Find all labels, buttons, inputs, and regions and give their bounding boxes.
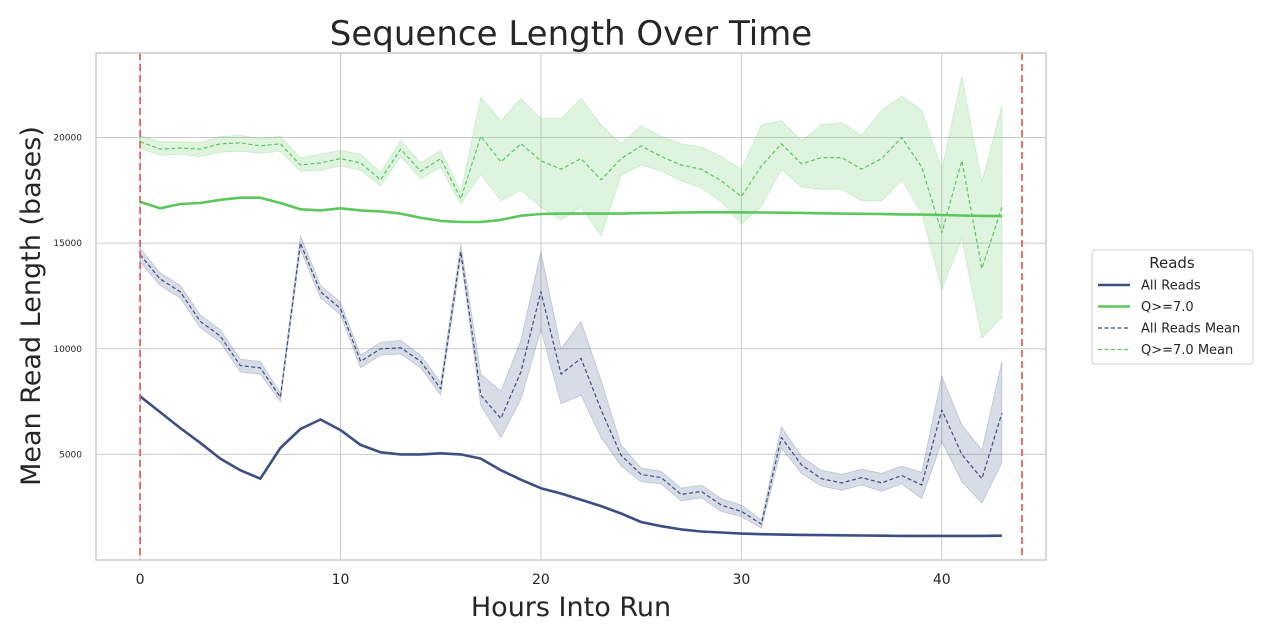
series-line-q7: [139, 196, 1002, 224]
y-tick-label: 5000: [59, 450, 82, 460]
legend-label-q7: Q>=7.0: [1141, 300, 1194, 315]
legend-box: [1091, 249, 1254, 365]
x-tick-label: 10: [332, 572, 350, 588]
plot-frame: [95, 52, 1047, 561]
confidence-band-q7_mean: [139, 76, 1003, 340]
legend-title: Reads: [1149, 254, 1195, 272]
confidence-band-all_reads_mean: [139, 234, 1003, 529]
series-line-all_reads: [139, 395, 1002, 538]
y-tick-label: 20000: [53, 134, 82, 144]
plot-area: 0 10 20 30 40 5000 10000 15000 20000: [53, 52, 1047, 588]
legend-label-q7_mean: Q>=7.0 Mean: [1141, 343, 1233, 358]
x-tick-label: 30: [732, 572, 750, 588]
x-tick-label: 40: [933, 572, 951, 588]
series-line-q7_mean: [139, 135, 1003, 270]
chart-title: Sequence Length Over Time: [330, 14, 812, 54]
x-axis-label: Hours Into Run: [471, 592, 671, 623]
y-axis-label: Mean Read Length (bases): [16, 126, 47, 486]
legend-label-all_reads_mean: All Reads Mean: [1141, 322, 1240, 337]
legend-label-all_reads: All Reads: [1141, 279, 1201, 294]
legend: Reads All Reads Q>=7.0 All Reads Mean Q>=7.…: [1091, 249, 1254, 365]
x-tick-label: 0: [136, 572, 145, 588]
y-tick-label: 15000: [53, 239, 82, 249]
series-line-all_reads_mean: [139, 242, 1003, 525]
y-tick-label: 10000: [53, 345, 82, 355]
x-tick-label: 20: [532, 572, 550, 588]
